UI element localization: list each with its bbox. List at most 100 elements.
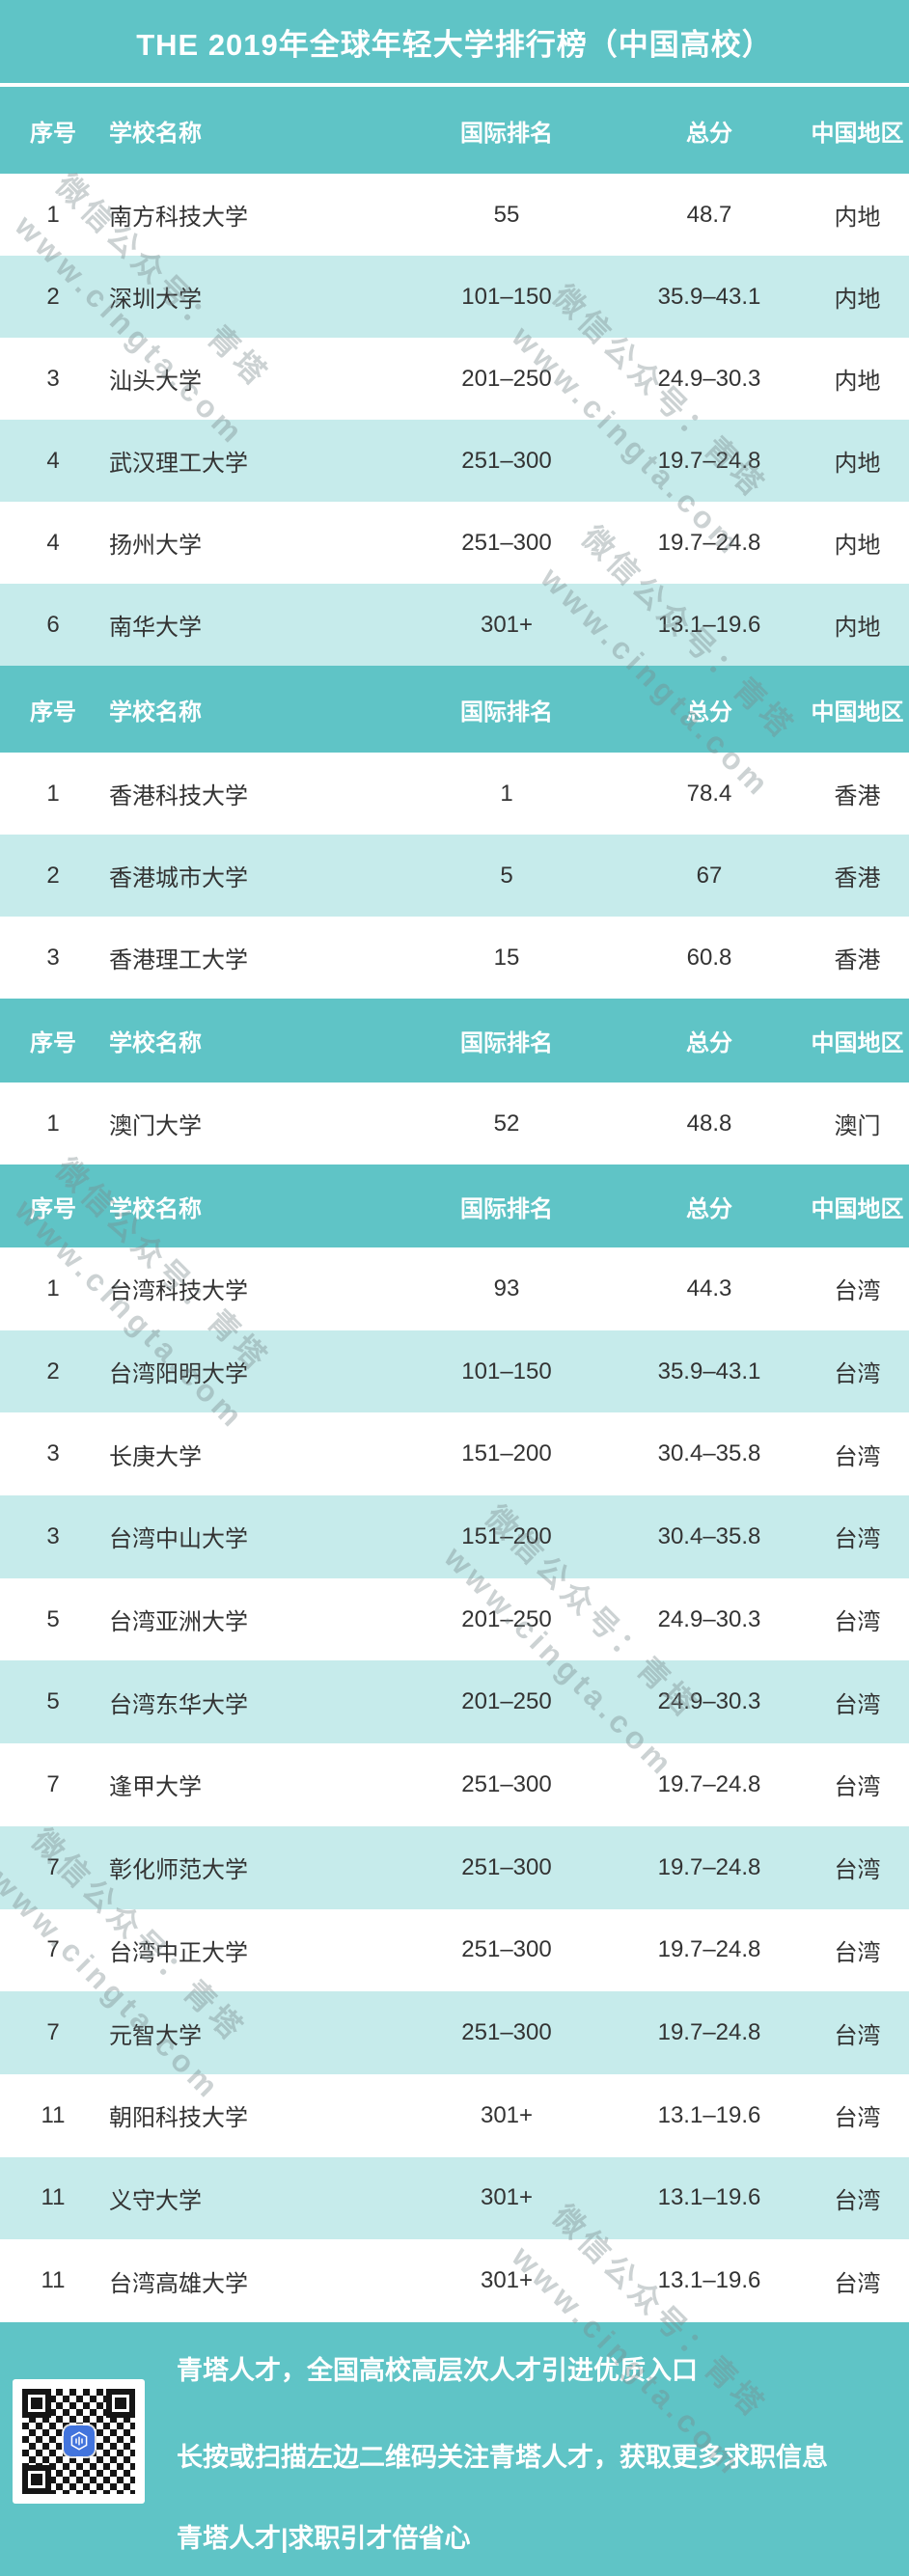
cell-rank: 2	[46, 283, 60, 310]
cell-score: 30.4–35.8	[657, 1522, 761, 1549]
cell-intl-rank: 201–250	[461, 365, 552, 392]
cell-region: 台湾	[834, 1443, 881, 1470]
cell-region: 台湾	[834, 1774, 881, 1801]
footer: 青塔人才，全国高校高层次人才引进优质入口 长按或扫描左边二维码关注青塔人才，获取…	[0, 2321, 909, 2576]
cell-intl-rank: 301+	[480, 611, 534, 638]
cell-region: 台湾	[834, 1939, 881, 1966]
cell-rank: 7	[46, 2019, 60, 2046]
table-row: 2 台湾阳明大学 101–150 35.9–43.1 台湾	[0, 1329, 909, 1413]
cell-region: 内地	[834, 369, 881, 395]
header-row: 序号 学校名称 国际排名 总分 中国地区	[0, 1165, 909, 1247]
cell-rank: 1	[46, 780, 60, 807]
cell-region: 香港	[834, 947, 881, 973]
cell-score: 24.9–30.3	[657, 1605, 761, 1632]
header-cell-score: 总分	[686, 1030, 732, 1056]
table-row: 11 义守大学 301+ 13.1–19.6 台湾	[0, 2156, 909, 2240]
cell-school: 台湾科技大学	[109, 1278, 248, 1305]
table-row: 3 台湾中山大学 151–200 30.4–35.8 台湾	[0, 1495, 909, 1578]
table-row: 11 台湾高雄大学 301+ 13.1–19.6 台湾	[0, 2239, 909, 2322]
ranking-table: 序号 学校名称 国际排名 总分 中国地区 1 南方科技大学 55 48.7 内地 2 深圳大学 101–…	[0, 87, 909, 2322]
cell-score: 48.8	[686, 1110, 732, 1137]
cell-intl-rank: 251–300	[461, 1770, 552, 1797]
header-cell-region: 中国地区	[811, 1195, 904, 1222]
cell-school: 扬州大学	[109, 533, 202, 559]
cell-score: 35.9–43.1	[657, 1357, 761, 1384]
cell-school: 台湾高雄大学	[109, 2270, 248, 2297]
cell-intl-rank: 101–150	[461, 1357, 552, 1384]
cell-intl-rank: 201–250	[461, 1605, 552, 1632]
cell-school: 澳门大学	[109, 1113, 202, 1139]
cell-school: 元智大学	[109, 2022, 202, 2049]
table-row: 5 台湾亚洲大学 201–250 24.9–30.3 台湾	[0, 1577, 909, 1661]
cell-rank: 3	[46, 1440, 60, 1467]
cell-school: 香港科技大学	[109, 783, 248, 809]
cell-score: 24.9–30.3	[657, 365, 761, 392]
cell-region: 内地	[834, 615, 881, 641]
cell-rank: 3	[46, 365, 60, 392]
cell-score: 19.7–24.8	[657, 1770, 761, 1797]
cell-region: 澳门	[834, 1113, 881, 1139]
cell-score: 24.9–30.3	[657, 1688, 761, 1715]
table-row: 2 香港城市大学 5 67 香港	[0, 835, 909, 917]
header-cell-school: 学校名称	[109, 1195, 202, 1222]
cell-region: 台湾	[834, 1691, 881, 1718]
title-bar: THE 2019年全球年轻大学排行榜（中国高校）	[0, 0, 909, 83]
table-row: 1 香港科技大学 1 78.4 香港	[0, 753, 909, 835]
cell-score: 78.4	[686, 780, 732, 807]
header-cell-rank: 序号	[30, 1195, 76, 1222]
cell-rank: 7	[46, 1770, 60, 1797]
header-cell-rank: 序号	[30, 120, 76, 147]
table-row: 4 扬州大学 251–300 19.7–24.8 内地	[0, 502, 909, 584]
cell-intl-rank: 151–200	[461, 1440, 552, 1467]
cell-rank: 6	[46, 611, 60, 638]
cell-school: 台湾东华大学	[109, 1691, 248, 1718]
cell-school: 义守大学	[109, 2187, 202, 2214]
cell-intl-rank: 251–300	[461, 2019, 552, 2046]
cell-region: 台湾	[834, 1857, 881, 1884]
cell-score: 19.7–24.8	[657, 2019, 761, 2046]
cell-score: 13.1–19.6	[657, 2267, 761, 2294]
cell-region: 台湾	[834, 2022, 881, 2049]
cell-score: 44.3	[686, 1274, 732, 1302]
qr-finder-top-left	[22, 2388, 51, 2418]
cell-intl-rank: 301+	[480, 2267, 534, 2294]
cell-score: 67	[696, 862, 723, 889]
cell-score: 13.1–19.6	[657, 2101, 761, 2128]
cell-rank: 5	[46, 1688, 60, 1715]
cell-school: 台湾阳明大学	[109, 1361, 248, 1388]
cell-school: 南华大学	[109, 615, 202, 641]
cell-rank: 11	[41, 2184, 66, 2211]
cell-score: 19.7–24.8	[657, 1853, 761, 1880]
cell-rank: 11	[41, 2267, 66, 2294]
cell-intl-rank: 151–200	[461, 1522, 552, 1549]
cell-school: 武汉理工大学	[109, 451, 248, 477]
header-cell-intl-rank: 国际排名	[460, 699, 553, 726]
cell-region: 台湾	[834, 1361, 881, 1388]
header-cell-intl-rank: 国际排名	[460, 1030, 553, 1056]
header-row: 序号 学校名称 国际排名 总分 中国地区	[0, 999, 909, 1082]
cell-score: 19.7–24.8	[657, 1936, 761, 1963]
header-cell-score: 总分	[686, 120, 732, 147]
cell-intl-rank: 251–300	[461, 529, 552, 556]
cell-score: 13.1–19.6	[657, 611, 761, 638]
cell-rank: 1	[46, 201, 60, 228]
cell-school: 长庚大学	[109, 1443, 202, 1470]
footer-line-3: 青塔人才|求职引才倍省心	[177, 2523, 471, 2553]
cell-school: 台湾中山大学	[109, 1526, 248, 1553]
cell-school: 台湾亚洲大学	[109, 1609, 248, 1636]
section-hongkong: 序号 学校名称 国际排名 总分 中国地区 1 香港科技大学 1 78.4 香港 2 香港城市大学 5 67…	[0, 666, 909, 999]
cell-intl-rank: 251–300	[461, 1853, 552, 1880]
cell-intl-rank: 1	[500, 780, 513, 807]
cell-school: 汕头大学	[109, 369, 202, 395]
cell-rank: 3	[46, 944, 60, 971]
table-row: 7 台湾中正大学 251–300 19.7–24.8 台湾	[0, 1908, 909, 1992]
table-row: 4 武汉理工大学 251–300 19.7–24.8 内地	[0, 420, 909, 502]
header-cell-region: 中国地区	[811, 1030, 904, 1056]
qr-finder-top-right	[106, 2388, 135, 2418]
cell-region: 台湾	[834, 1609, 881, 1636]
cell-rank: 7	[46, 1936, 60, 1963]
table-row: 3 香港理工大学 15 60.8 香港	[0, 917, 909, 999]
qr-code	[13, 2378, 145, 2504]
cell-score: 13.1–19.6	[657, 2184, 761, 2211]
cell-region: 香港	[834, 865, 881, 891]
